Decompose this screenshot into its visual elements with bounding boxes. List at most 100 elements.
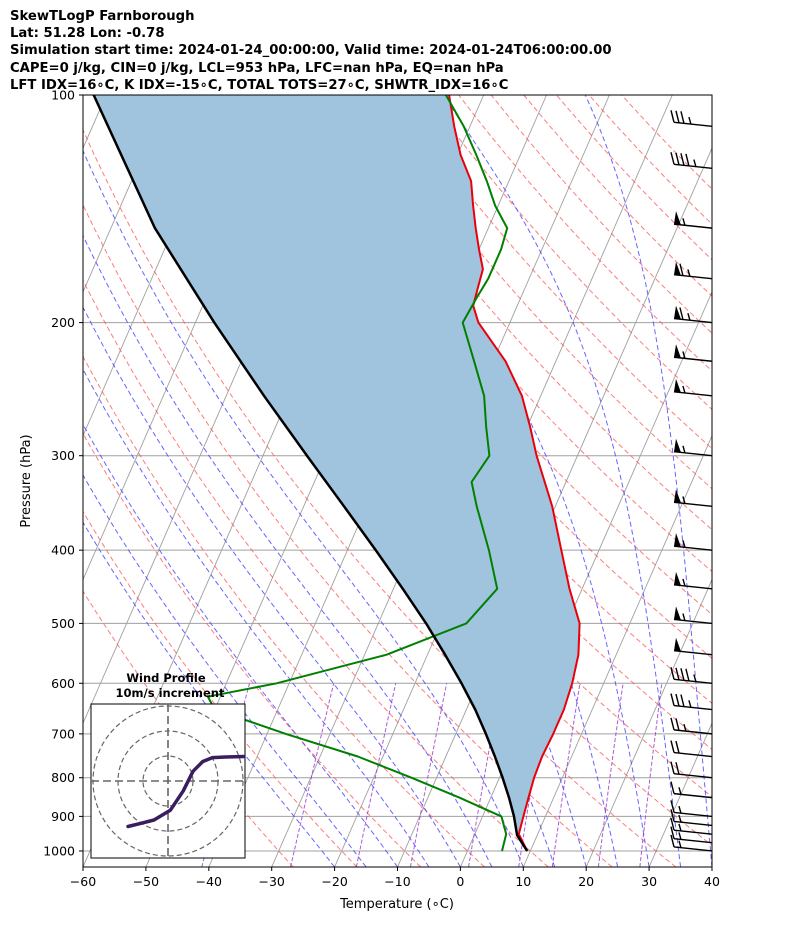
barb-flag xyxy=(670,834,675,848)
isotherm-50 xyxy=(775,95,794,867)
x-axis-label: Temperature (∘C) xyxy=(339,897,454,912)
wind-barb xyxy=(670,834,713,852)
wind-barb xyxy=(673,378,713,397)
wind-barb xyxy=(673,637,713,656)
chart-header: SkewTLogP Farnborough Lat: 51.28 Lon: -0… xyxy=(10,8,612,94)
barb-half-flag xyxy=(678,840,682,848)
barb-pennant xyxy=(674,606,681,621)
parcel-line xyxy=(92,95,529,852)
x-tick-label: −30 xyxy=(259,874,285,889)
isotherm-10 xyxy=(522,434,712,867)
dry-adiabat xyxy=(295,95,712,573)
isotherm-40 xyxy=(711,865,712,867)
barb-flag xyxy=(670,800,675,813)
isotherm-20 xyxy=(585,578,712,867)
dry-adiabat xyxy=(83,128,677,867)
x-tick-label: −20 xyxy=(321,874,347,889)
barb-flag xyxy=(675,740,680,754)
mixing-ratio-line xyxy=(409,683,448,867)
barb-pennant xyxy=(674,261,681,276)
barb-staff xyxy=(673,729,713,735)
wind-barb xyxy=(670,152,713,169)
inset-subtitle: 10m/s increment xyxy=(116,686,225,700)
x-tick-label: −50 xyxy=(133,874,159,889)
barb-half-flag xyxy=(682,613,686,621)
hodograph-trace xyxy=(126,754,245,829)
wind-barb xyxy=(670,781,713,799)
barb-flag xyxy=(670,152,675,165)
mixing-ratio-line xyxy=(597,683,624,867)
barb-half-flag xyxy=(688,116,692,125)
barb-flag xyxy=(680,153,685,166)
wind-barb xyxy=(673,305,713,324)
barb-half-flag xyxy=(683,723,687,732)
barb-flag xyxy=(670,781,675,794)
barb-staff xyxy=(673,678,713,684)
dry-adiabat xyxy=(556,95,712,261)
y-axis-label: Pressure (hPa) xyxy=(19,434,34,527)
series-layer xyxy=(92,95,581,852)
x-tick-label: 0 xyxy=(456,874,464,889)
wind-barb xyxy=(670,817,713,835)
moist-adiabat xyxy=(83,306,461,867)
moist-adiabat xyxy=(442,95,681,867)
barb-flag xyxy=(675,693,680,707)
wind-barb xyxy=(673,211,713,229)
barb-half-flag xyxy=(693,159,697,167)
barb-half-flag xyxy=(678,823,682,832)
parcel-temperature-fill xyxy=(93,95,580,851)
barb-staff xyxy=(673,121,713,127)
barb-pennant xyxy=(674,637,681,652)
x-tick-label: 20 xyxy=(578,874,594,889)
barb-staff xyxy=(673,846,713,852)
indices-line-2: LFT IDX=16∘C, K IDX=-15∘C, TOTAL TOTS=27… xyxy=(10,77,509,93)
wind-barbs xyxy=(670,110,713,852)
y-tick-label: 1000 xyxy=(43,843,75,858)
barb-flag xyxy=(675,110,680,123)
inset-title: Wind Profile xyxy=(126,671,206,685)
barb-flag xyxy=(670,809,675,822)
barb-flag xyxy=(685,668,690,682)
dry-adiabat xyxy=(83,203,613,867)
barb-staff xyxy=(673,751,713,758)
x-tick-label: −60 xyxy=(70,874,96,889)
barb-flag xyxy=(670,826,675,839)
dry-adiabat xyxy=(83,355,485,867)
isotherm-30 xyxy=(648,722,712,867)
barb-pennant xyxy=(674,378,681,393)
wind-barb xyxy=(673,344,713,362)
time-line: Simulation start time: 2024-01-24_00:00:… xyxy=(10,43,612,59)
barb-flag xyxy=(685,153,690,167)
x-tick-label: 40 xyxy=(704,874,720,889)
barb-flag xyxy=(680,694,685,707)
barb-pennant xyxy=(674,533,681,547)
dry-adiabat xyxy=(83,279,549,867)
mixing-ratio-line xyxy=(355,683,397,867)
wind-barb xyxy=(670,667,713,684)
barb-half-flag xyxy=(687,313,691,321)
wind-barb xyxy=(673,533,713,551)
barb-flag xyxy=(680,111,685,124)
y-tick-label: 900 xyxy=(51,809,75,824)
isotherm--100 xyxy=(83,95,170,294)
moist-adiabat xyxy=(584,95,712,867)
y-tick-label: 300 xyxy=(51,448,75,463)
y-tick-label: 200 xyxy=(51,315,75,330)
moist-adiabat xyxy=(83,234,493,867)
wind-barb xyxy=(670,809,713,827)
x-tick-label: −40 xyxy=(196,874,222,889)
y-tick-label: 700 xyxy=(51,726,75,741)
barb-flag xyxy=(675,718,680,731)
dry-adiabat xyxy=(360,95,712,490)
barb-staff xyxy=(673,650,713,656)
wind-profile-inset: Wind Profile 10m/s increment xyxy=(90,671,246,859)
barb-staff xyxy=(673,773,713,779)
mixing-ratio-line xyxy=(639,683,663,867)
axis-ticks: −60 −50 −40 −30 −20 −10 0 10 20 30 40 1000 900 800 700… xyxy=(43,88,720,890)
y-tick-label: 600 xyxy=(51,676,75,691)
mixing-ratio-line xyxy=(551,683,581,867)
barb-flag xyxy=(675,152,680,165)
barb-flag xyxy=(670,717,675,731)
barb-half-flag xyxy=(678,787,682,795)
